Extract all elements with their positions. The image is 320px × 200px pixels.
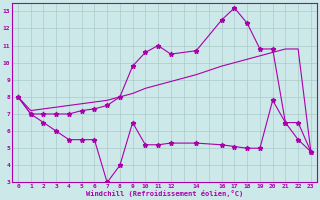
X-axis label: Windchill (Refroidissement éolien,°C): Windchill (Refroidissement éolien,°C) [86,190,243,197]
